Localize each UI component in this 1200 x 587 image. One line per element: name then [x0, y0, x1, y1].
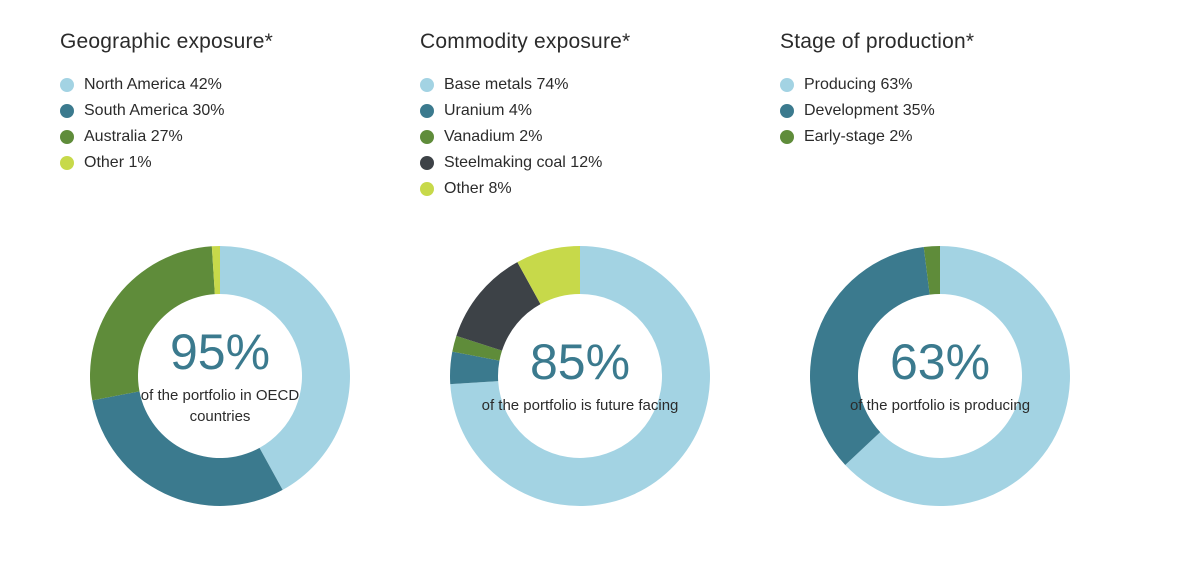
legend-swatch	[60, 104, 74, 118]
legend-label: Vanadium 2%	[444, 128, 542, 146]
panel-title: Geographic exposure*	[60, 30, 380, 54]
legend-label: Other 1%	[84, 154, 152, 172]
center-caption: of the portfolio is producing	[850, 396, 1030, 416]
panel-commodity: Commodity exposure* Base metals 74% Urani…	[420, 30, 780, 567]
legend-item: Steelmaking coal 12%	[420, 154, 740, 172]
legend-label: South America 30%	[84, 102, 225, 120]
donut-center-label: 95% of the portfolio in OECD countries	[80, 236, 360, 516]
legend-swatch	[60, 156, 74, 170]
donut-commodity: 85% of the portfolio is future facing	[440, 236, 720, 516]
center-percent: 95%	[170, 325, 270, 380]
legend-label: North America 42%	[84, 76, 222, 94]
legend-label: Producing 63%	[804, 76, 913, 94]
panel-stage: Stage of production* Producing 63% Develo…	[780, 30, 1140, 567]
legend-item: Other 8%	[420, 180, 740, 198]
legend-label: Australia 27%	[84, 128, 183, 146]
legend-label: Other 8%	[444, 180, 512, 198]
donut-center-label: 63% of the portfolio is producing	[800, 236, 1080, 516]
legend-swatch	[420, 182, 434, 196]
donut-stage: 63% of the portfolio is producing	[800, 236, 1080, 516]
legend-label: Base metals 74%	[444, 76, 569, 94]
center-percent: 63%	[890, 335, 990, 390]
legend-item: Other 1%	[60, 154, 380, 172]
legend-item: South America 30%	[60, 102, 380, 120]
panel-title: Commodity exposure*	[420, 30, 740, 54]
legend-label: Development 35%	[804, 102, 935, 120]
legend-swatch	[780, 130, 794, 144]
center-percent: 85%	[530, 335, 630, 390]
donut-center-label: 85% of the portfolio is future facing	[440, 236, 720, 516]
legend-item: Base metals 74%	[420, 76, 740, 94]
legend-swatch	[60, 78, 74, 92]
legend-swatch	[420, 156, 434, 170]
legend-stage: Producing 63% Development 35% Early-stage …	[780, 76, 1100, 216]
legend-item: Development 35%	[780, 102, 1100, 120]
legend-swatch	[420, 130, 434, 144]
donut-geographic: 95% of the portfolio in OECD countries	[80, 236, 360, 516]
center-caption: of the portfolio in OECD countries	[120, 386, 320, 427]
center-caption: of the portfolio is future facing	[482, 396, 679, 416]
legend-item: North America 42%	[60, 76, 380, 94]
legend-commodity: Base metals 74% Uranium 4% Vanadium 2% Stee…	[420, 76, 740, 216]
legend-swatch	[420, 78, 434, 92]
legend-item: Early-stage 2%	[780, 128, 1100, 146]
panel-geographic: Geographic exposure* North America 42% So…	[60, 30, 420, 567]
panel-title: Stage of production*	[780, 30, 1100, 54]
legend-swatch	[780, 78, 794, 92]
legend-item: Uranium 4%	[420, 102, 740, 120]
legend-label: Early-stage 2%	[804, 128, 913, 146]
legend-label: Steelmaking coal 12%	[444, 154, 602, 172]
legend-label: Uranium 4%	[444, 102, 532, 120]
legend-geographic: North America 42% South America 30% Austra…	[60, 76, 380, 216]
legend-swatch	[420, 104, 434, 118]
legend-swatch	[780, 104, 794, 118]
legend-item: Vanadium 2%	[420, 128, 740, 146]
legend-item: Australia 27%	[60, 128, 380, 146]
legend-item: Producing 63%	[780, 76, 1100, 94]
legend-swatch	[60, 130, 74, 144]
